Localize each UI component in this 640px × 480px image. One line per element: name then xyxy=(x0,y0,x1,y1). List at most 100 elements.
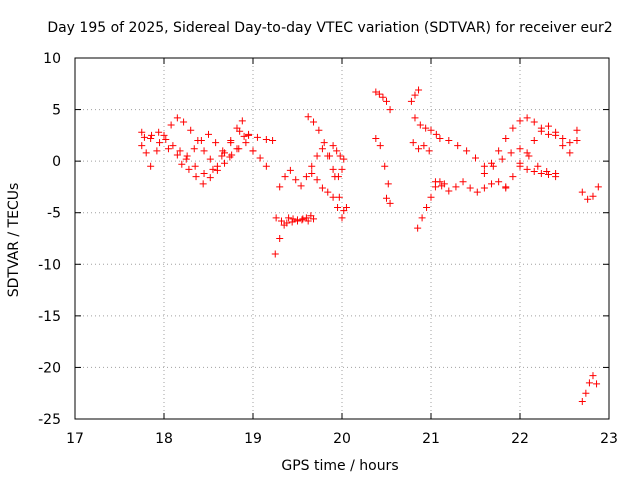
data-point xyxy=(383,194,390,202)
data-point xyxy=(427,126,435,134)
data-point xyxy=(310,118,318,126)
data-point xyxy=(262,135,270,143)
data-point xyxy=(138,128,146,136)
data-point xyxy=(240,132,248,140)
x-tick-labels: 17 18 19 20 21 22 23 xyxy=(66,431,618,447)
data-point xyxy=(544,171,552,179)
series-arc-m xyxy=(383,194,394,207)
y-tick-label: -20 xyxy=(38,360,61,376)
data-point xyxy=(283,219,291,227)
data-point xyxy=(191,162,199,170)
x-tick-label: 17 xyxy=(66,431,84,447)
data-point xyxy=(200,170,208,178)
data-point xyxy=(200,147,208,155)
data-point xyxy=(192,173,200,181)
data-point xyxy=(422,124,430,132)
series-arc-s xyxy=(436,134,560,178)
data-point xyxy=(489,162,497,170)
data-point xyxy=(534,162,542,170)
data-point xyxy=(269,137,277,145)
data-point xyxy=(472,154,479,162)
data-point xyxy=(242,139,250,147)
data-point xyxy=(436,134,444,142)
series-arc-a xyxy=(138,127,277,178)
data-point xyxy=(320,139,328,147)
data-point xyxy=(530,167,538,175)
data-point xyxy=(335,193,343,201)
data-point xyxy=(156,139,164,147)
data-point xyxy=(176,147,184,155)
series-arc-v xyxy=(516,162,560,181)
data-point xyxy=(463,147,471,155)
data-point xyxy=(585,379,593,387)
data-point xyxy=(452,183,460,191)
data-point xyxy=(206,155,214,163)
data-point xyxy=(516,145,524,153)
data-point xyxy=(552,131,560,139)
data-points xyxy=(138,86,602,405)
data-point xyxy=(304,113,312,121)
data-point xyxy=(383,97,390,105)
data-point xyxy=(187,126,195,134)
series-arc-g xyxy=(276,145,346,191)
data-point xyxy=(333,147,341,155)
data-point xyxy=(582,389,590,397)
data-point xyxy=(552,173,560,181)
data-point xyxy=(445,137,453,145)
data-point xyxy=(228,151,236,159)
data-point xyxy=(199,180,207,188)
data-point xyxy=(593,380,601,388)
data-point xyxy=(407,97,415,105)
data-point xyxy=(277,217,285,225)
data-point xyxy=(313,152,321,160)
series-arc-x xyxy=(578,372,601,405)
data-point xyxy=(523,149,531,157)
data-point xyxy=(235,145,243,153)
y-tick-labels: 10 5 0 -5 -10 -15 -20 -25 xyxy=(38,51,61,428)
data-point xyxy=(245,131,253,139)
data-point xyxy=(262,162,270,170)
data-point xyxy=(212,139,220,147)
series-arc-k xyxy=(372,88,394,114)
y-tick-label: -25 xyxy=(38,412,61,428)
data-point xyxy=(409,139,417,147)
data-point xyxy=(411,91,419,99)
data-point xyxy=(425,147,433,155)
data-point xyxy=(219,147,227,155)
data-point xyxy=(308,170,316,178)
y-tick-label: -15 xyxy=(38,309,61,325)
data-point xyxy=(276,235,284,242)
data-point xyxy=(182,155,190,163)
data-point xyxy=(338,214,346,222)
data-point xyxy=(289,215,297,223)
data-point xyxy=(584,195,592,203)
series-arc-r xyxy=(431,178,510,196)
data-point xyxy=(329,165,337,173)
y-tick-label: -10 xyxy=(38,257,61,273)
data-point xyxy=(329,193,337,201)
data-point xyxy=(438,182,446,190)
data-point xyxy=(288,218,296,226)
x-axis-label: GPS time / hours xyxy=(281,458,398,474)
data-point xyxy=(418,214,426,222)
data-point xyxy=(205,130,212,138)
y-tick-label: -5 xyxy=(47,206,61,222)
data-point xyxy=(299,215,307,223)
data-point xyxy=(466,184,474,192)
series-arc-f xyxy=(272,214,318,227)
data-point xyxy=(302,173,310,181)
data-point xyxy=(559,134,567,142)
data-point xyxy=(253,133,261,141)
y-tick-label: 10 xyxy=(43,51,61,67)
data-point xyxy=(423,204,431,212)
y-tick-label: 5 xyxy=(52,103,61,119)
data-point xyxy=(509,173,517,181)
data-point xyxy=(473,188,481,196)
data-point xyxy=(414,224,422,232)
data-point xyxy=(559,142,567,150)
series-arc-d xyxy=(178,139,270,188)
data-point xyxy=(190,145,198,153)
data-point xyxy=(183,152,191,160)
data-point xyxy=(530,137,538,145)
data-point xyxy=(432,130,440,138)
